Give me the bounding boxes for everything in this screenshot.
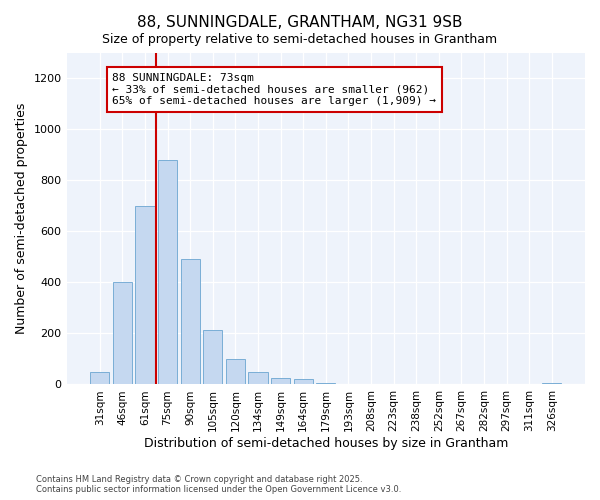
Bar [181,260,200,384]
Bar [316,383,335,384]
Bar [90,372,109,384]
Y-axis label: Number of semi-detached properties: Number of semi-detached properties [15,103,28,334]
Bar [542,383,562,384]
Text: 88, SUNNINGDALE, GRANTHAM, NG31 9SB: 88, SUNNINGDALE, GRANTHAM, NG31 9SB [137,15,463,30]
Bar [293,380,313,384]
Text: Contains HM Land Registry data © Crown copyright and database right 2025.
Contai: Contains HM Land Registry data © Crown c… [36,474,401,494]
Text: 88 SUNNINGDALE: 73sqm
← 33% of semi-detached houses are smaller (962)
65% of sem: 88 SUNNINGDALE: 73sqm ← 33% of semi-deta… [112,73,436,106]
Bar [203,330,223,384]
Bar [113,282,132,384]
Bar [158,160,177,384]
Bar [271,378,290,384]
Bar [136,206,155,384]
X-axis label: Distribution of semi-detached houses by size in Grantham: Distribution of semi-detached houses by … [143,437,508,450]
Bar [226,359,245,384]
Text: Size of property relative to semi-detached houses in Grantham: Size of property relative to semi-detach… [103,32,497,46]
Bar [248,372,268,384]
